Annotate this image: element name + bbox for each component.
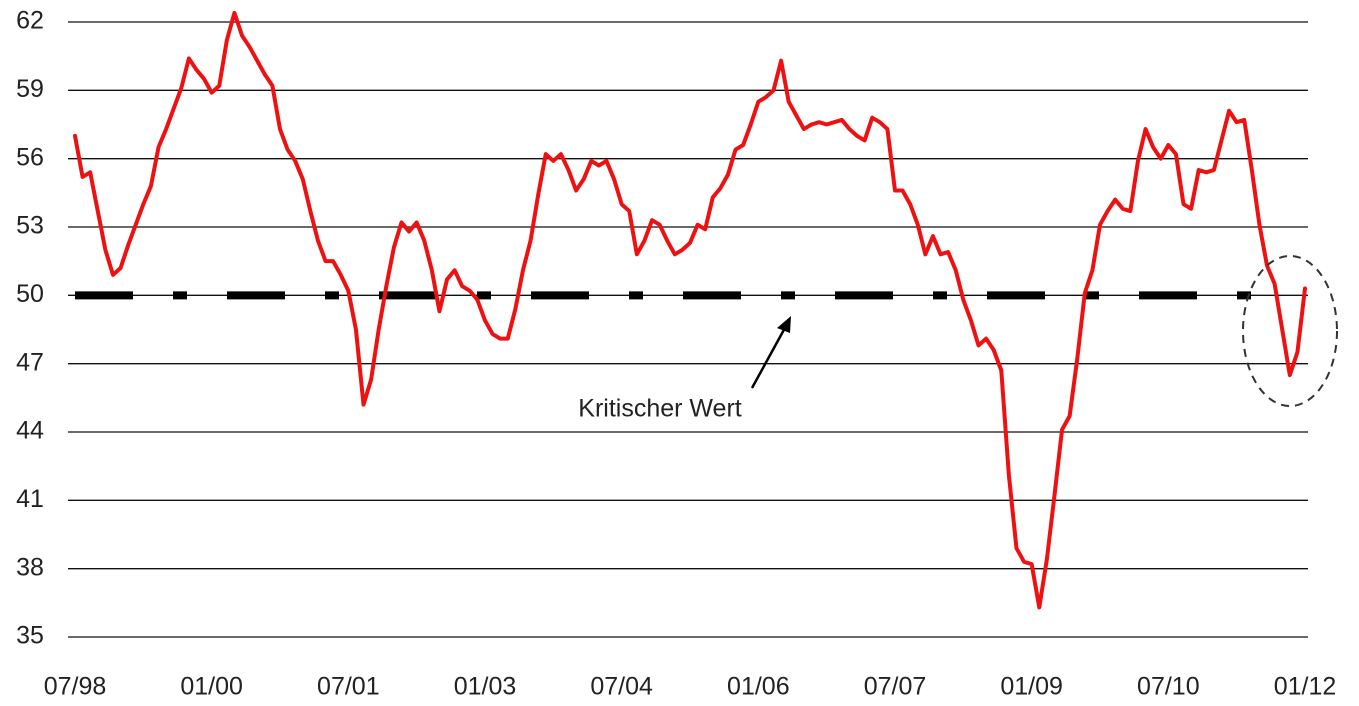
annotation: Kritischer Wert [578,395,742,423]
x-tick-label: 01/09 [1000,673,1063,701]
x-tick-label: 07/01 [317,673,380,701]
x-tick-label: 01/06 [727,673,790,701]
y-tick-label: 53 [16,212,44,240]
y-tick-label: 44 [16,417,44,445]
data-line [73,10,1307,610]
highlight-ellipse [1242,255,1338,407]
x-tick-label: 01/03 [454,673,517,701]
plot [73,10,1307,610]
grid [68,21,1308,638]
labels: 35 38 41 44 47 50 53 56 59 62 07/98 01/00 07/01 01/03… [16,7,1336,701]
annotation-arrowhead [777,316,791,333]
x-tick-label: 07/98 [44,673,107,701]
y-tick-label: 47 [16,348,44,376]
y-tick-label: 59 [16,75,44,103]
y-tick-label: 38 [16,553,44,581]
x-tick-label: 07/10 [1137,673,1200,701]
x-tick-label: 01/12 [1274,673,1337,701]
y-tick-label: 62 [16,7,44,35]
y-tick-label: 50 [16,280,44,308]
y-tick-label: 56 [16,143,44,171]
y-tick-label: 35 [16,622,44,650]
y-tick-label: 41 [16,485,44,513]
annotation-arrow [750,325,788,389]
x-tick-label: 07/07 [864,673,927,701]
x-tick-label: 01/00 [180,673,243,701]
x-tick-label: 07/04 [590,673,653,701]
